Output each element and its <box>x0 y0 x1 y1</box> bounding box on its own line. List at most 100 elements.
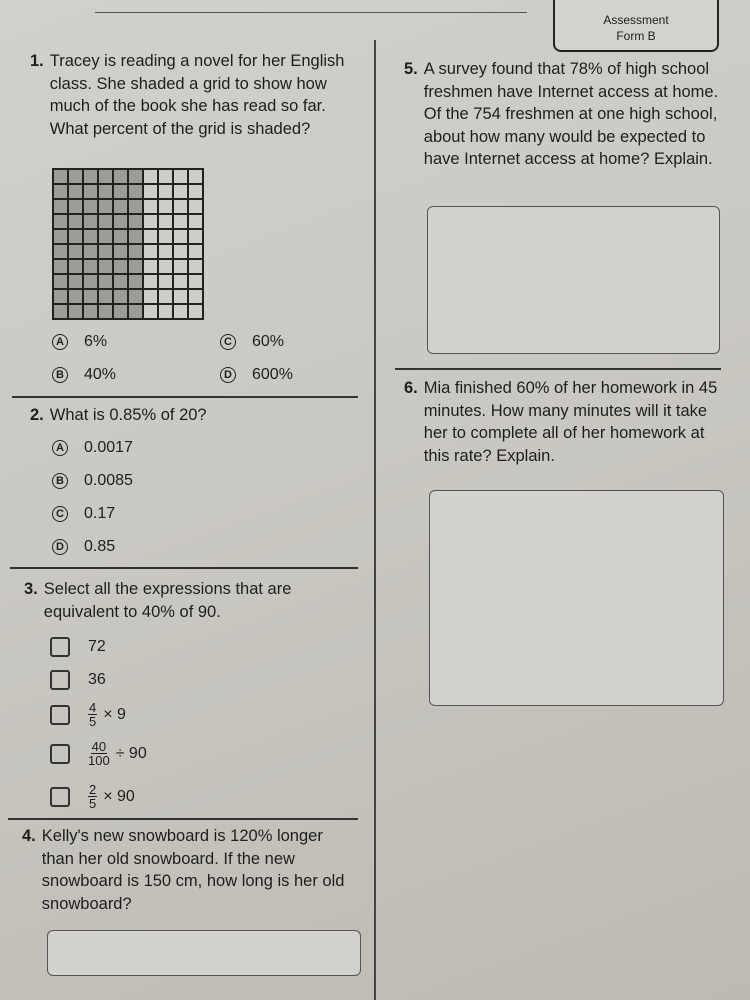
grid-cell-shaded <box>98 259 113 274</box>
grid-cell-shaded <box>113 244 128 259</box>
grid-cell-shaded <box>53 229 68 244</box>
grid-cell <box>143 229 158 244</box>
option-c[interactable]: C 0.17 <box>52 505 115 523</box>
question-text: A survey found that 78% of high school f… <box>423 60 719 168</box>
option-letter-icon: C <box>220 334 236 350</box>
checkbox[interactable] <box>50 637 70 657</box>
question-text: Tracey is reading a novel for her Englis… <box>49 52 345 138</box>
grid-cell <box>158 169 173 184</box>
checkbox-option[interactable]: 2 5 × 90 <box>50 783 135 810</box>
answer-box-4[interactable] <box>47 930 361 976</box>
grid-cell-shaded <box>83 229 98 244</box>
question-5: 5. A survey found that 78% of high schoo… <box>404 58 722 171</box>
grid-cell-shaded <box>83 274 98 289</box>
grid-cell <box>188 169 203 184</box>
grid-cell-shaded <box>98 304 113 319</box>
column-divider <box>374 40 376 1000</box>
checkbox[interactable] <box>50 704 70 725</box>
grid-cell-shaded <box>98 244 113 259</box>
question-6: 6. Mia finished 60% of her homework in 4… <box>404 377 722 467</box>
grid-cell-shaded <box>98 274 113 289</box>
grid-cell <box>188 274 203 289</box>
answer-box-6[interactable] <box>429 490 724 706</box>
grid-cell-shaded <box>128 244 143 259</box>
option-b[interactable]: B 0.0085 <box>52 472 133 490</box>
grid-cell-shaded <box>98 199 113 214</box>
grid-cell-shaded <box>113 229 128 244</box>
answer-box-5[interactable] <box>427 206 720 354</box>
option-d[interactable]: D 600% <box>220 366 293 384</box>
grid-cell-shaded <box>98 229 113 244</box>
checkbox[interactable] <box>50 743 70 764</box>
grid-cell <box>173 244 188 259</box>
checkbox-option[interactable]: 36 <box>50 670 106 690</box>
option-value: × 9 <box>103 705 126 723</box>
divider <box>10 567 358 569</box>
grid-cell <box>188 214 203 229</box>
option-letter-icon: B <box>52 367 68 383</box>
denominator: 5 <box>89 796 97 811</box>
grid-cell-shaded <box>113 289 128 304</box>
grid-cell-shaded <box>128 289 143 304</box>
numerator: 2 <box>88 782 98 797</box>
option-value: 0.0017 <box>84 439 133 456</box>
grid-cell <box>143 274 158 289</box>
denominator: 5 <box>89 714 97 729</box>
grid-cell-shaded <box>128 169 143 184</box>
numerator: 4 <box>88 700 98 715</box>
grid-cell <box>188 199 203 214</box>
question-1: 1. Tracey is reading a novel for her Eng… <box>30 50 350 140</box>
grid-cell-shaded <box>98 169 113 184</box>
option-d[interactable]: D 0.85 <box>52 538 115 556</box>
grid-cell <box>188 229 203 244</box>
grid-cell <box>143 244 158 259</box>
grid-cell-shaded <box>68 169 83 184</box>
question-text: What is 0.85% of 20? <box>49 406 207 424</box>
grid-cell <box>143 169 158 184</box>
grid-cell-shaded <box>98 289 113 304</box>
option-value: 60% <box>252 333 285 350</box>
grid-cell-shaded <box>113 259 128 274</box>
grid-cell-shaded <box>83 169 98 184</box>
option-value: 600% <box>252 366 293 383</box>
denominator: 100 <box>88 753 110 768</box>
checkbox[interactable] <box>50 786 70 807</box>
checkbox-option[interactable]: 72 <box>50 637 106 657</box>
grid-cell <box>173 199 188 214</box>
option-value: 6% <box>84 333 108 350</box>
grid-cell-shaded <box>83 199 98 214</box>
grid-cell-shaded <box>53 259 68 274</box>
option-b[interactable]: B 40% <box>52 366 116 384</box>
checkbox-option[interactable]: 40 100 ÷ 90 <box>50 740 147 767</box>
grid-cell <box>158 214 173 229</box>
divider <box>8 818 358 820</box>
option-c[interactable]: C 60% <box>220 333 284 351</box>
option-a[interactable]: A 6% <box>52 333 107 351</box>
option-value: 0.17 <box>84 505 116 522</box>
grid-cell <box>188 244 203 259</box>
checkbox-option[interactable]: 4 5 × 9 <box>50 701 126 728</box>
grid-cell-shaded <box>68 289 83 304</box>
option-value: 36 <box>88 671 106 688</box>
grid-cell-shaded <box>128 304 143 319</box>
question-text: Kelly's new snowboard is 120% longer tha… <box>41 827 345 913</box>
grid-cell <box>158 259 173 274</box>
option-a[interactable]: A 0.0017 <box>52 439 133 457</box>
grid-cell-shaded <box>113 169 128 184</box>
grid-cell <box>143 214 158 229</box>
grid-cell-shaded <box>128 214 143 229</box>
shaded-grid <box>52 168 204 320</box>
form-label: Form B <box>616 29 656 43</box>
grid-cell <box>173 259 188 274</box>
checkbox[interactable] <box>50 670 70 690</box>
grid-cell-shaded <box>53 304 68 319</box>
grid-cell-shaded <box>53 244 68 259</box>
grid-cell-shaded <box>113 199 128 214</box>
grid-cell-shaded <box>68 304 83 319</box>
grid-cell <box>188 259 203 274</box>
grid-cell-shaded <box>113 214 128 229</box>
grid-cell <box>173 229 188 244</box>
option-letter-icon: C <box>52 506 68 522</box>
